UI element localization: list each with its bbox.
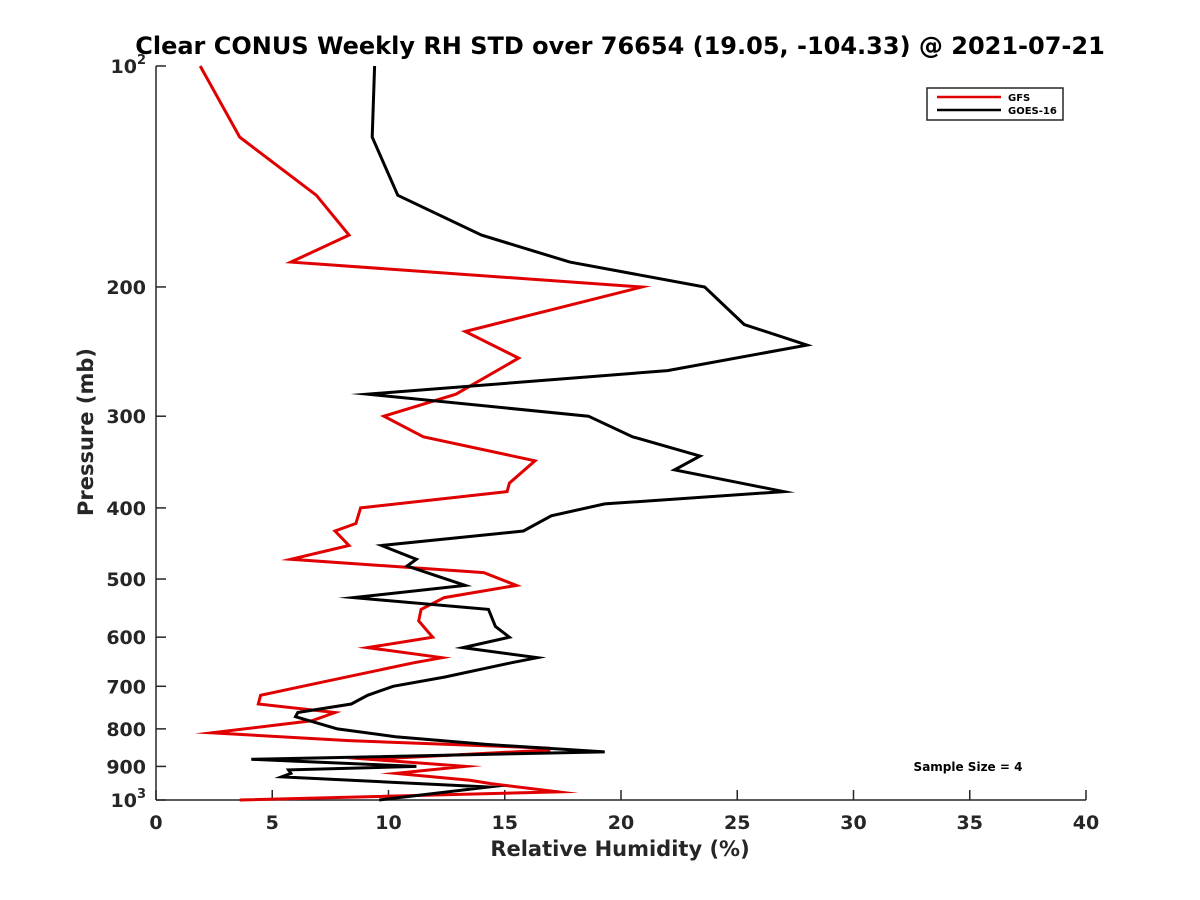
y-tick-label: 600 bbox=[106, 627, 146, 649]
y-tick-label: 900 bbox=[106, 756, 146, 778]
y-tick-label: 200 bbox=[106, 277, 146, 299]
legend-label: GFS bbox=[1008, 93, 1030, 104]
y-tick-label: 102 bbox=[111, 53, 147, 78]
y-tick-label: 700 bbox=[106, 676, 146, 698]
y-axis-ticks: 102 200 300 400 500 600 700 800 900 103 bbox=[106, 53, 166, 812]
y-tick-label: 103 bbox=[111, 787, 147, 812]
x-tick-label: 5 bbox=[266, 812, 279, 834]
x-tick-label: 30 bbox=[840, 812, 866, 834]
x-tick-label: 10 bbox=[375, 812, 401, 834]
x-tick-label: 20 bbox=[608, 812, 634, 834]
legend: GFS GOES-16 bbox=[926, 87, 1064, 121]
x-tick-label: 25 bbox=[724, 812, 750, 834]
x-tick-label: 40 bbox=[1073, 812, 1099, 834]
y-tick-label: 400 bbox=[106, 498, 146, 520]
chart-title: Clear CONUS Weekly RH STD over 76654 (19… bbox=[135, 32, 1105, 60]
y-tick-label: 800 bbox=[106, 719, 146, 741]
y-tick-label: 300 bbox=[106, 406, 146, 428]
series-layer bbox=[194, 65, 814, 802]
y-tick-label: 500 bbox=[106, 569, 146, 591]
sample-size-annotation: Sample Size = 4 bbox=[914, 760, 1023, 774]
x-tick-label: 15 bbox=[492, 812, 518, 834]
x-axis-label: Relative Humidity (%) bbox=[490, 837, 749, 861]
x-axis-ticks: 0 5 10 15 20 25 30 35 40 bbox=[149, 790, 1099, 834]
y-axis-label: Pressure (mb) bbox=[74, 348, 98, 516]
x-tick-label: 0 bbox=[149, 812, 162, 834]
legend-label: GOES-16 bbox=[1008, 106, 1057, 117]
legend-box bbox=[926, 87, 1064, 121]
series-line-goes-16 bbox=[251, 65, 814, 802]
x-tick-label: 35 bbox=[957, 812, 983, 834]
